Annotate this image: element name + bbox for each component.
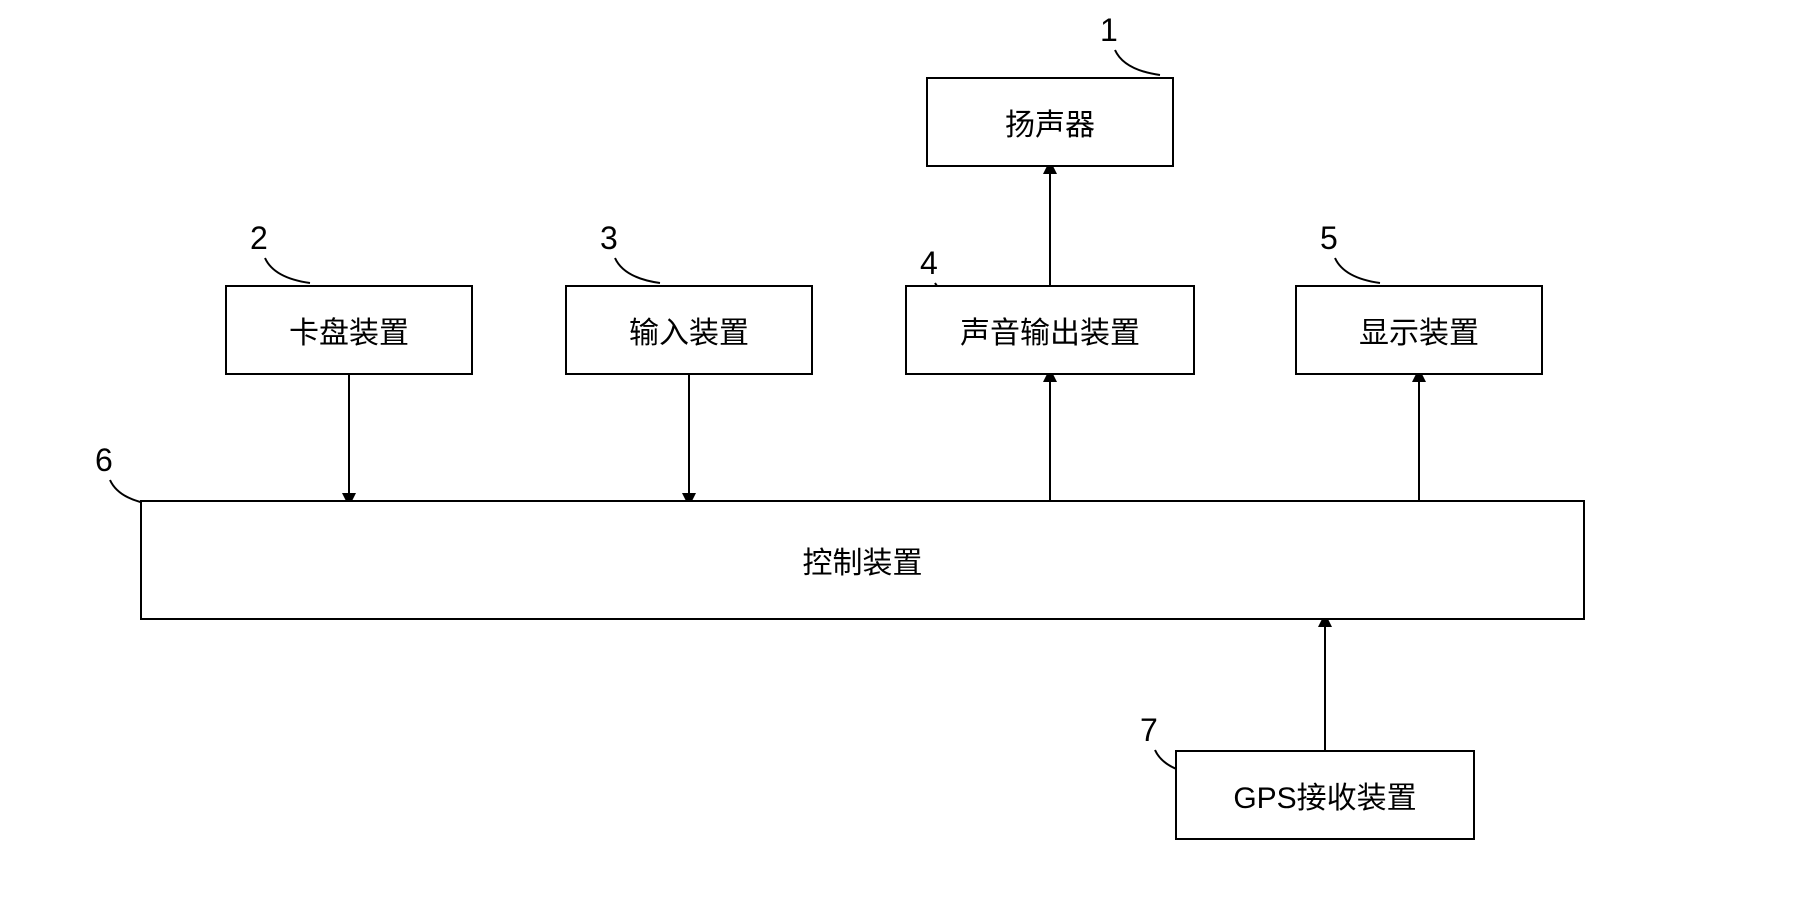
leader-line-chuck <box>265 258 310 283</box>
number-label-display: 5 <box>1320 220 1338 257</box>
node-label: 输入装置 <box>629 308 749 352</box>
node-input: 输入装置 <box>565 285 813 375</box>
edges-layer <box>0 0 1820 907</box>
number-label-control: 6 <box>95 442 113 479</box>
number-label-speaker: 1 <box>1100 12 1118 49</box>
node-label: 显示装置 <box>1359 308 1479 352</box>
number-label-chuck: 2 <box>250 220 268 257</box>
number-label-gps: 7 <box>1140 712 1158 749</box>
node-label: 控制装置 <box>803 538 923 582</box>
node-speaker: 扬声器 <box>926 77 1174 167</box>
node-label: GPS接收装置 <box>1233 773 1416 817</box>
node-gps: GPS接收装置 <box>1175 750 1475 840</box>
node-display: 显示装置 <box>1295 285 1543 375</box>
node-label: 扬声器 <box>1005 100 1095 144</box>
leader-line-display <box>1335 258 1380 283</box>
block-diagram: 扬声器卡盘装置 输入装置 声音输出装置 显示装置控制装置 GPS接收装置 1 2 3 4 5 6 7 <box>0 0 1820 907</box>
node-chuck: 卡盘装置 <box>225 285 473 375</box>
node-label: 声音输出装置 <box>960 308 1140 352</box>
node-label: 卡盘装置 <box>289 308 409 352</box>
leader-line-speaker <box>1115 50 1160 75</box>
node-sound_out: 声音输出装置 <box>905 285 1195 375</box>
node-control: 控制装置 <box>140 500 1585 620</box>
number-label-input: 3 <box>600 220 618 257</box>
leader-line-input <box>615 258 660 283</box>
number-label-sound_out: 4 <box>920 245 938 282</box>
